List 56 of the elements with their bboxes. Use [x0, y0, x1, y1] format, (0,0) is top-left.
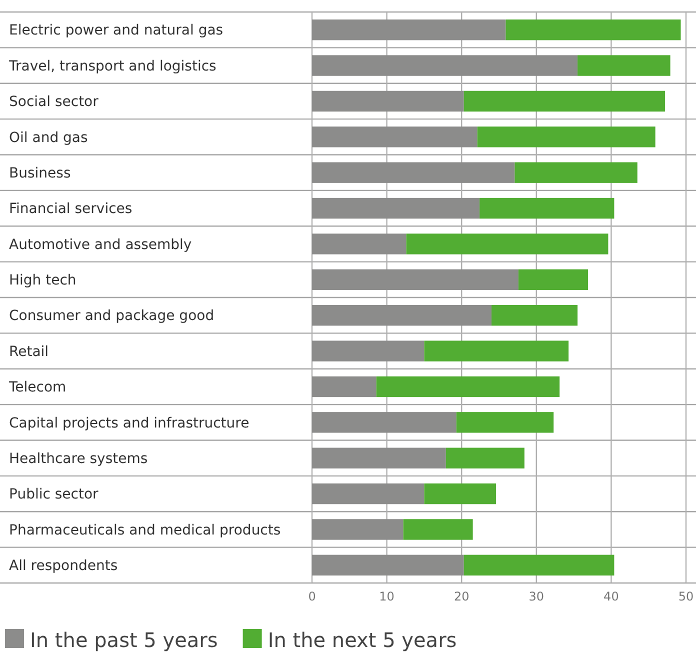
y-tick-label: Retail: [9, 344, 49, 360]
bar: [312, 412, 456, 433]
y-tick-label: Social sector: [9, 94, 99, 110]
bar: [312, 162, 515, 183]
bar: [477, 126, 656, 148]
bar: [312, 340, 424, 362]
bar: [312, 126, 478, 148]
bar: [464, 90, 666, 112]
bar: [446, 448, 524, 468]
bar: [312, 198, 480, 219]
bar: [312, 234, 406, 254]
x-tick-label: 0: [308, 590, 316, 604]
bar: [456, 412, 554, 433]
y-tick-label: All respondents: [9, 558, 118, 574]
y-tick-label: Pharmaceuticals and medical products: [9, 522, 281, 538]
y-tick-label: Business: [9, 165, 71, 182]
bar: [480, 198, 614, 219]
bar: [312, 483, 424, 504]
bar: [312, 19, 506, 40]
bar: [312, 269, 518, 290]
bar: [578, 55, 670, 76]
y-tick-label: Travel, transport and logistics: [8, 58, 216, 74]
bar: [403, 519, 473, 540]
legend-label: In the next 5 years: [268, 628, 457, 652]
bar: [312, 519, 404, 540]
x-tick-label: 20: [454, 590, 470, 604]
y-tick-label: Automotive and assembly: [9, 236, 192, 253]
y-tick-label: Oil and gas: [9, 130, 88, 146]
y-tick-label: High tech: [9, 272, 76, 289]
x-tick-label: 30: [528, 590, 544, 604]
y-tick-label: Public sector: [9, 486, 99, 503]
bar: [312, 304, 492, 326]
bar: [506, 19, 681, 40]
y-tick-label: Telecom: [8, 380, 66, 396]
y-tick-label: Capital projects and infrastructure: [9, 415, 250, 432]
bar: [492, 304, 578, 326]
bar: [514, 162, 638, 183]
bar: [518, 269, 588, 290]
bar: [376, 376, 560, 398]
x-tick-label: 50: [678, 590, 694, 604]
bar: [312, 55, 578, 76]
legend-label: In the past 5 years: [30, 628, 218, 652]
y-tick-label: Financial services: [9, 201, 132, 218]
bar: [312, 376, 376, 398]
bar: [424, 483, 496, 504]
bar: [312, 90, 464, 112]
bar: [312, 554, 464, 576]
bar: [464, 554, 614, 576]
y-tick-label: Consumer and package good: [9, 308, 214, 324]
bar: [406, 234, 608, 254]
y-tick-label: Healthcare systems: [9, 450, 148, 467]
x-tick-label: 10: [379, 590, 394, 604]
x-tick-label: 40: [604, 590, 619, 604]
bar: [312, 448, 446, 468]
bar: [424, 340, 569, 362]
y-tick-label: Electric power and natural gas: [9, 22, 224, 39]
